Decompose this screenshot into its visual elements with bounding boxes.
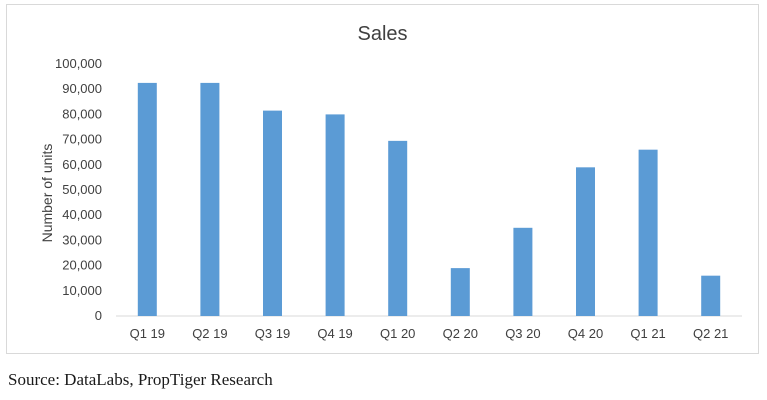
y-tick-label: 100,000 [55,56,102,71]
bar [200,82,220,317]
x-tick-label: Q1 20 [380,326,415,341]
y-tick-label: 70,000 [62,132,102,147]
chart-frame: Sales Number of units [6,4,759,354]
x-tick-label: Q3 20 [505,326,540,341]
x-tick-label: Q1 19 [130,326,165,341]
y-tick-label: 20,000 [62,258,102,273]
x-tick-label: Q1 21 [630,326,665,341]
bar [388,140,408,316]
x-tick-label: Q4 20 [568,326,603,341]
bar-chart-plot: 0 10,000 20,000 30,000 40,000 50,000 60,000 70,… [55,56,742,341]
y-tick-label: 50,000 [62,182,102,197]
x-tick-label: Q2 19 [192,326,227,341]
source-note: Source: DataLabs, PropTiger Research [8,370,273,389]
y-tick-label: 80,000 [62,106,102,121]
y-tick-label: 60,000 [62,157,102,172]
bar [576,167,595,316]
bar [325,114,345,317]
y-tick-label: 10,000 [62,283,102,298]
y-tick-label: 40,000 [62,207,102,222]
bar [450,268,470,316]
chart-title: Sales [357,23,408,45]
x-tick-label: Q3 19 [255,326,290,341]
bar [263,110,282,317]
x-tick-label: Q4 19 [317,326,352,341]
y-tick-label: 0 [95,308,102,323]
x-tick-label: Q2 20 [443,326,478,341]
y-tick-label: 90,000 [62,81,102,96]
bar [701,275,721,316]
bar [137,82,157,317]
bar [513,227,533,316]
bar [638,149,658,316]
y-tick-label: 30,000 [62,232,102,247]
x-tick-label: Q2 21 [693,326,728,341]
